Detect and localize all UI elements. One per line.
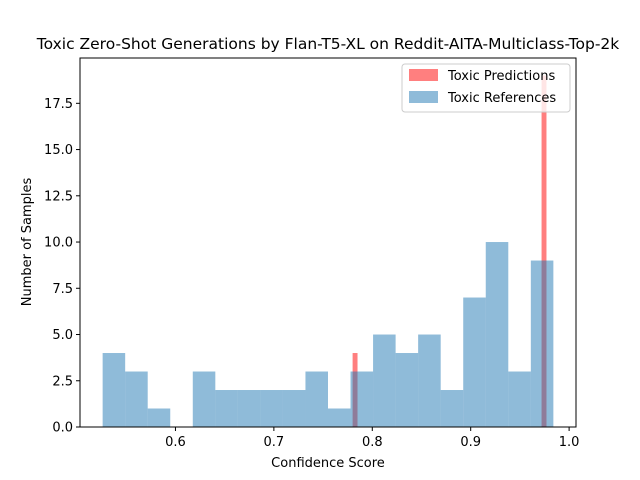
y-axis-ticks: 0.0 2.5 5.0 7.5 10.0 12.5 15.0 17.5: [44, 97, 80, 436]
x-tick-label: 0.6: [165, 435, 186, 450]
reference-bar-8: [282, 390, 306, 427]
legend-frame: [401, 63, 571, 113]
x-tick-label: 0.9: [460, 435, 481, 450]
legend-swatch-predictions: [409, 69, 438, 81]
y-tick-label: 12.5: [44, 189, 73, 204]
chart-title: Toxic Zero-Shot Generations by Flan-T5-X…: [36, 35, 620, 53]
reference-bar-6: [237, 390, 261, 427]
reference-bar-14: [418, 334, 441, 427]
reference-bar-15: [440, 390, 464, 427]
legend-label-predictions: Toxic Predictions: [447, 69, 555, 84]
y-tick-label: 7.5: [52, 282, 73, 297]
reference-bar-4: [192, 371, 216, 427]
reference-bar-11: [350, 371, 374, 427]
reference-bar-16: [463, 297, 486, 427]
reference-bar-1: [125, 371, 148, 427]
y-tick-label: 15.0: [44, 143, 73, 158]
y-tick-label: 10.0: [44, 236, 73, 251]
reference-bar-5: [215, 390, 238, 427]
toxic-references-bars: [102, 242, 554, 427]
y-tick-label: 17.5: [44, 97, 73, 112]
reference-bar-12: [373, 334, 396, 427]
reference-bar-0: [102, 353, 126, 427]
reference-bar-7: [260, 390, 283, 427]
x-axis-ticks: 0.6 0.7 0.8 0.9 1.0: [165, 427, 579, 450]
legend: Toxic Predictions Toxic References: [401, 63, 571, 113]
reference-bar-10: [328, 408, 351, 427]
reference-bar-9: [305, 371, 328, 427]
x-axis-label: Confidence Score: [271, 456, 385, 471]
x-tick-label: 0.8: [362, 435, 383, 450]
y-tick-label: 0.0: [52, 421, 73, 436]
prediction-bar-1: [541, 75, 547, 428]
y-tick-label: 2.5: [52, 374, 73, 389]
y-tick-label: 5.0: [52, 328, 73, 343]
reference-bar-13: [395, 353, 419, 427]
reference-bar-19: [530, 260, 554, 427]
legend-swatch-references: [409, 91, 438, 103]
x-tick-label: 0.7: [264, 435, 285, 450]
reference-bar-2: [147, 408, 171, 427]
y-axis-label: Number of Samples: [20, 178, 35, 307]
legend-label-references: Toxic References: [447, 91, 556, 106]
reference-bar-17: [485, 242, 509, 427]
reference-bar-18: [508, 371, 531, 427]
x-tick-label: 1.0: [559, 435, 580, 450]
